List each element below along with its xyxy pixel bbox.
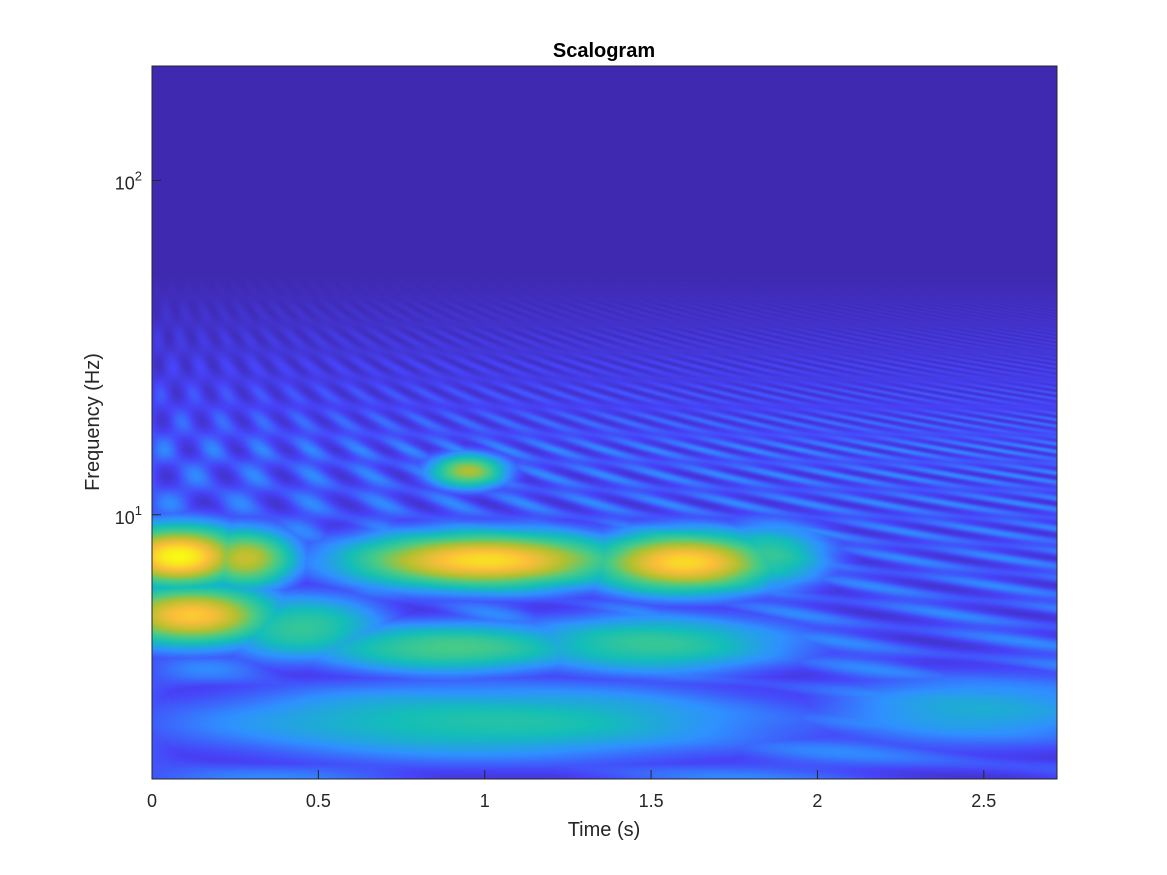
x-tick-label: 0 [147, 791, 157, 811]
plot-area [151, 65, 1058, 780]
plot-frame [151, 65, 1058, 780]
x-tick-label: 2 [812, 791, 822, 811]
y-axis: 101 102 [115, 168, 161, 528]
y-tick-label: 102 [115, 168, 142, 193]
x-tick-label: 2.5 [971, 791, 996, 811]
heatmap-canvas [152, 66, 1057, 779]
chart-title: Scalogram [553, 40, 655, 62]
x-axis-label: Time (s) [568, 819, 641, 841]
y-axis-label: Frequency (Hz) [82, 353, 104, 491]
x-axis: 0 0.5 1 1.5 2 2.5 [147, 770, 996, 811]
x-tick-label: 0.5 [306, 791, 331, 811]
x-tick-label: 1 [480, 791, 490, 811]
y-tick-label: 101 [115, 503, 142, 528]
x-tick-label: 1.5 [639, 791, 664, 811]
